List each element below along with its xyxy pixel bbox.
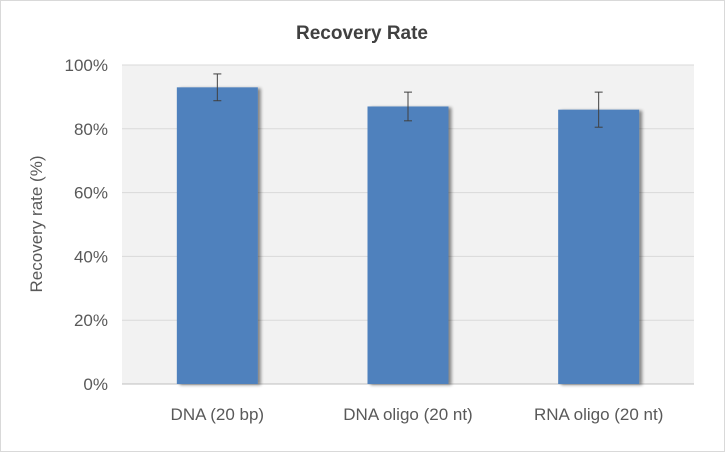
y-tick-label: 60%	[74, 184, 108, 203]
bar	[558, 109, 640, 384]
error-bars	[213, 73, 603, 128]
bar	[176, 87, 258, 384]
x-tick-label: RNA oligo (20 nt)	[534, 405, 663, 424]
bars	[176, 87, 640, 384]
y-tick-label: 100%	[65, 56, 108, 75]
x-tick-labels: DNA (20 bp) DNA oligo (20 nt) RNA oligo (2…	[171, 405, 664, 424]
y-tick-label: 40%	[74, 247, 108, 266]
y-axis-title: Recovery rate (%)	[27, 156, 46, 293]
x-tick-label: DNA oligo (20 nt)	[343, 405, 472, 424]
error-bar	[404, 91, 412, 122]
chart-title: Recovery Rate	[296, 23, 428, 44]
y-tick-label: 20%	[74, 311, 108, 330]
error-bar	[213, 73, 222, 102]
bar	[367, 106, 449, 384]
y-tick-label: 80%	[74, 120, 108, 139]
error-bar	[594, 91, 603, 128]
x-tick-label: DNA (20 bp)	[171, 405, 265, 424]
y-tick-labels: 0% 20% 40% 60% 80% 100%	[65, 56, 108, 394]
y-tick-label: 0%	[83, 375, 108, 394]
